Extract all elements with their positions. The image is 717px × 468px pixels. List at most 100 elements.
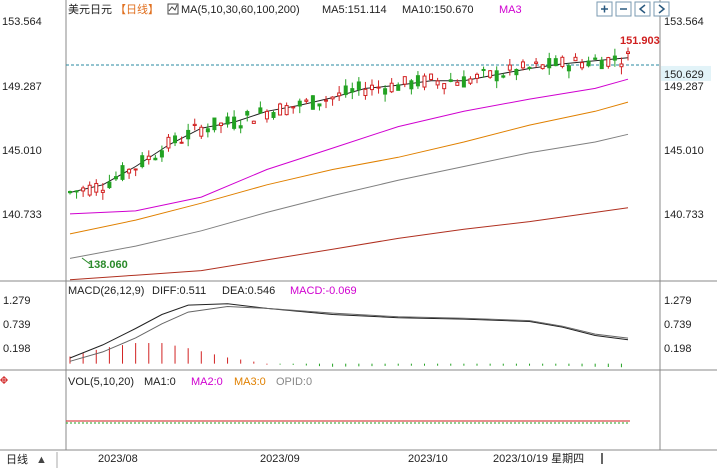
candle [192,118,197,131]
candle [343,79,348,98]
candle [68,190,72,195]
ma60-line [69,101,629,235]
macd-dea-line [69,305,629,362]
period-caret-icon[interactable]: ▲ [36,454,47,466]
candle [159,145,164,162]
candle [580,58,585,71]
candle [173,132,178,147]
x-tick-label: 2023/09 [260,453,300,465]
candle [409,79,414,95]
vol-ma3: MA3:0 [234,376,266,388]
candle [337,86,342,101]
candle [218,122,223,134]
candle [626,47,630,61]
ma-lines [69,57,629,281]
zoom-out-icon[interactable] [615,1,632,17]
ma-toggle-icon[interactable] [167,3,179,15]
price-tick-label: 145.010 [664,145,704,157]
candle [520,59,525,71]
macd-label: MACD(26,12,9) [68,285,144,297]
candle [389,78,394,94]
candle [94,179,99,196]
candle [402,76,407,88]
candle [560,55,565,69]
ma3-value: MA3 [499,4,522,16]
footer: 日线 ▲ 2023/08 2023/09 2023/10 2023/10/19 … [6,452,603,468]
candle [81,185,86,197]
period-low-leader [81,257,91,265]
candle [442,83,447,95]
price-tick-label: 153.564 [664,16,704,28]
crosshair-icon [0,376,8,384]
current-price-label: 150.629 [664,69,704,81]
price-tick-label: 145.010 [2,145,42,157]
ma-label: MA(5,10,30,60,100,200) [181,4,300,16]
candle [245,109,250,122]
candle [553,55,558,67]
candle [369,79,374,96]
main-header: 美元日元 【日线】 MA(5,10,30,60,100,200) MA5:151… [68,2,522,16]
candle [278,102,283,116]
candle [199,124,204,139]
macd-value: MACD:-0.069 [290,285,357,297]
candle [87,181,92,197]
macd-tick-label: 0.198 [664,343,692,355]
candle [310,95,315,110]
candle [435,77,440,89]
candle [133,168,138,177]
candle [481,66,486,78]
candle [330,96,335,106]
candle [251,120,256,124]
vol-opid: OPID:0 [276,376,312,388]
candle [258,101,263,114]
candle [586,56,591,68]
candle [186,123,191,147]
candle [120,162,125,182]
candle [297,98,302,114]
period-button[interactable]: 日线 [6,452,28,466]
symbol-label: 美元日元 [68,3,112,16]
vol-label: VOL(5,10,20) [68,376,134,388]
toolbar [596,1,670,17]
ma30-line [69,78,629,215]
candle [225,112,230,128]
macd-tick-label: 0.198 [3,343,31,355]
candle [212,117,217,133]
candle [415,71,420,89]
candle [363,81,368,100]
macd-plot [69,303,629,368]
macd-tick-label: 1.279 [664,295,692,307]
candle [475,72,480,84]
candle [448,72,453,83]
candle [356,77,361,96]
candle [166,134,171,152]
candle [383,85,388,102]
candle [547,52,552,75]
candle [146,150,151,165]
macd-axis-right: 1.279 0.739 0.198 [664,295,692,355]
candle [494,66,499,89]
candle [271,110,276,120]
candle [113,171,118,182]
candle [100,183,105,200]
candle [396,82,401,91]
current-price-badge [661,65,711,81]
candle [540,64,545,70]
scroll-right-icon[interactable] [653,1,670,17]
candle [619,57,624,75]
price-axis-left: 153.564 149.287 145.010 140.733 [2,16,42,221]
candle [612,48,617,67]
candle [284,102,289,116]
ma100-line [69,133,629,259]
macd-tick-label: 0.739 [664,319,692,331]
candle [501,73,506,79]
vol-ma1: MA1:0 [144,376,176,388]
x-tick-label: 2023/08 [98,453,138,465]
candle [468,76,473,85]
scroll-left-icon[interactable] [634,1,651,17]
zoom-in-icon[interactable] [596,1,613,17]
vol-header: VOL(5,10,20) MA1:0 MA2:0 MA3:0 OPID:0 [68,376,312,388]
ma-toggle-check [168,4,178,12]
candle [527,66,532,71]
